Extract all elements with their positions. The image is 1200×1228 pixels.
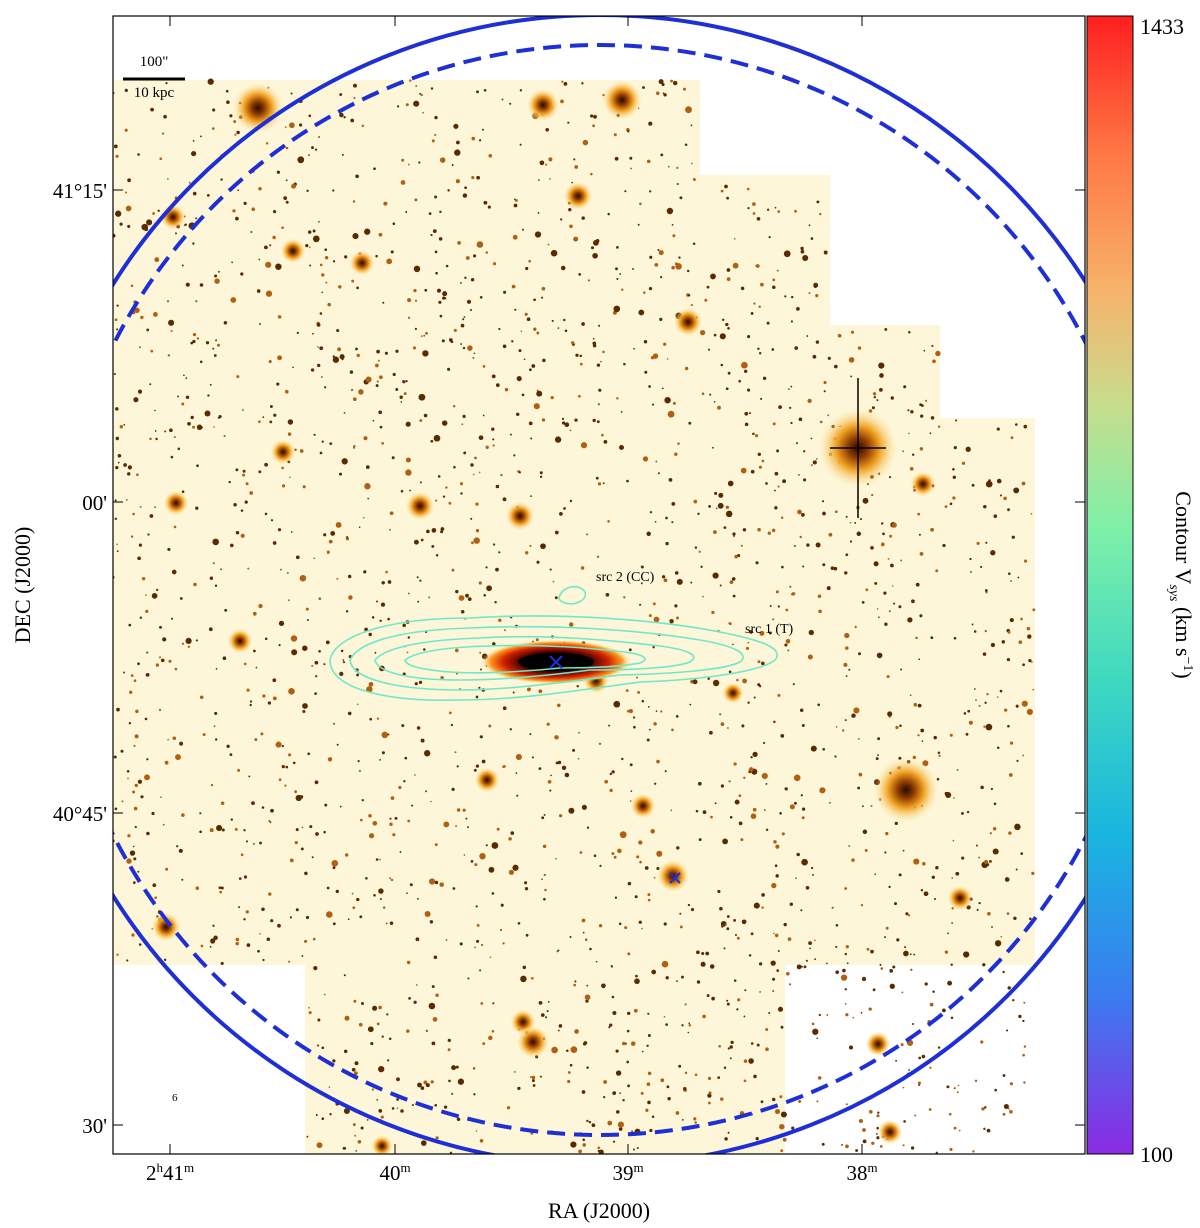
colorbar-title: Contour Vsys (km s−1): [1166, 491, 1196, 678]
small-mark: 6: [172, 1092, 178, 1104]
y-tick-label: 00': [82, 491, 107, 515]
inner-circle-dashed: [113, 43, 1085, 1137]
star-marker: [669, 872, 681, 884]
src1-label: src 1 (T): [745, 622, 794, 637]
y-tick-label: 40°45': [53, 802, 107, 826]
x-tick-label: 40m: [379, 1160, 410, 1185]
x-axis-label: RA (J2000): [548, 1198, 650, 1223]
scale-bar: 100" 10 kpc: [123, 54, 185, 101]
hi-contours: [329, 585, 778, 702]
y-axis-label: DEC (J2000): [10, 527, 35, 644]
y-tick-label: 30': [82, 1114, 107, 1138]
colorbar-min-label: 100: [1140, 1142, 1173, 1167]
colorbar-max-label: 1433: [1140, 14, 1184, 39]
image-field: [113, 16, 1085, 1154]
colorbar: 1433 100 Contour Vsys (km s−1): [1086, 14, 1196, 1167]
plot-frame: [112, 15, 1086, 1155]
x-tick-label: 39m: [612, 1160, 643, 1185]
y-tick-label: 41°15': [53, 179, 107, 203]
scale-bar-top-label: 100": [140, 54, 169, 70]
x-tick-label: 38m: [846, 1160, 877, 1185]
center-marker: [549, 655, 563, 669]
x-tick-label: 2h41m: [146, 1160, 194, 1185]
src2-label: src 2 (CC): [596, 570, 655, 585]
scale-bar-bottom-label: 10 kpc: [134, 85, 175, 101]
axis-ticks: [113, 16, 1085, 1154]
